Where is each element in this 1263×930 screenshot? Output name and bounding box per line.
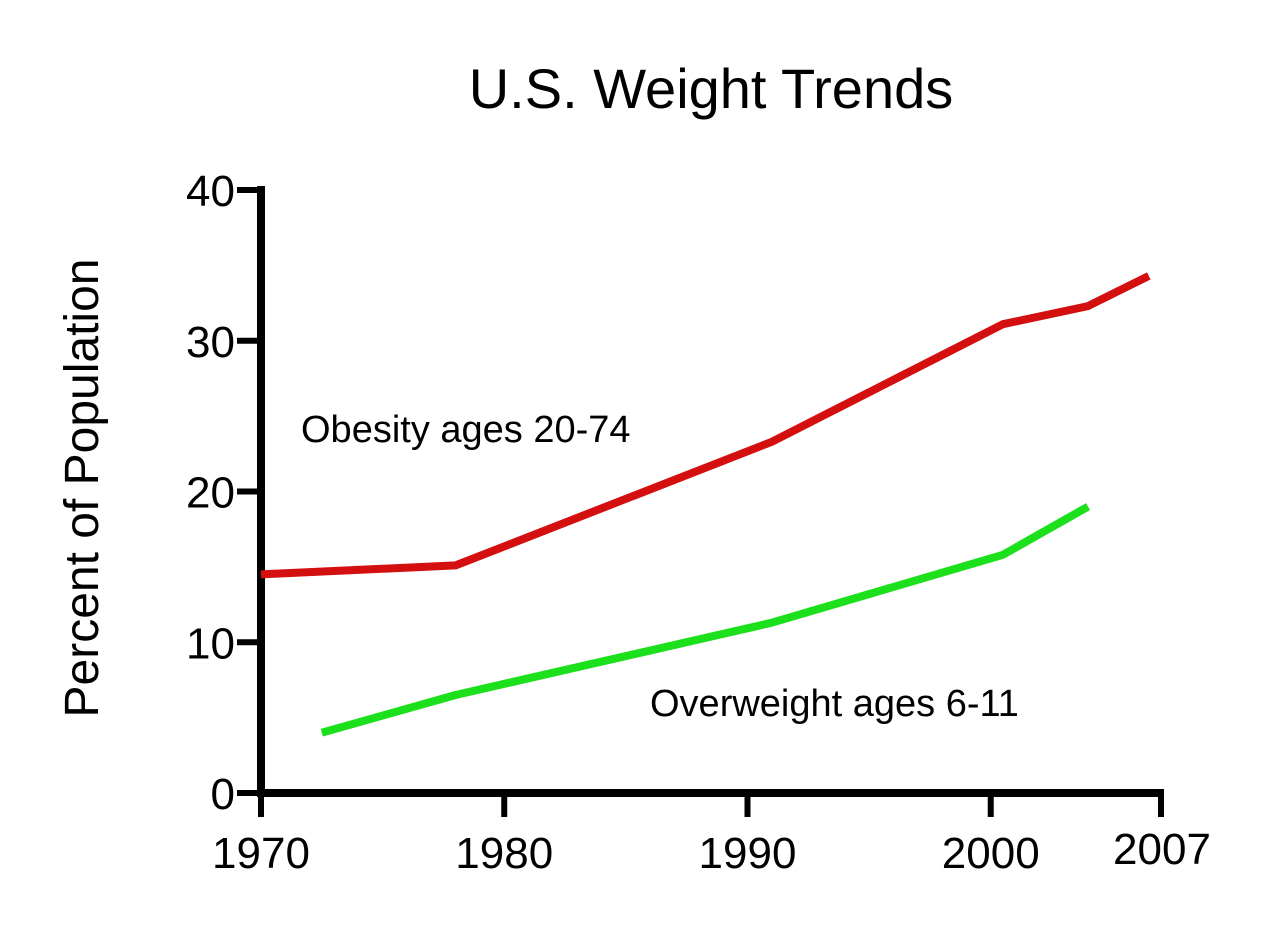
y-tick-label: 20 [186, 469, 235, 518]
series-lines [260, 272, 1151, 737]
y-axis-label: Percent of Population [56, 259, 109, 718]
x-tick-label: 2000 [942, 829, 1040, 878]
chart-title: U.S. Weight Trends [469, 57, 954, 120]
x-ticks: 1970 1980 1990 2000 2007 [212, 793, 1211, 878]
series-line-obesity [260, 272, 1151, 579]
y-tick-label: 10 [186, 619, 235, 668]
x-tick-label: 1980 [455, 829, 553, 878]
y-tick-label: 40 [186, 167, 235, 216]
series-label-overweight: Overweight ages 6-11 [650, 683, 1019, 725]
y-tick-label: 30 [186, 318, 235, 367]
x-tick-label: 1990 [699, 829, 797, 878]
x-tick-label: 2007 [1113, 825, 1211, 874]
series-line-overweight [320, 503, 1090, 737]
x-tick-label: 1970 [212, 829, 310, 878]
series-label-obesity: Obesity ages 20-74 [301, 409, 631, 451]
y-ticks: 0 10 20 30 40 [186, 167, 261, 819]
y-tick-label: 0 [211, 770, 235, 819]
